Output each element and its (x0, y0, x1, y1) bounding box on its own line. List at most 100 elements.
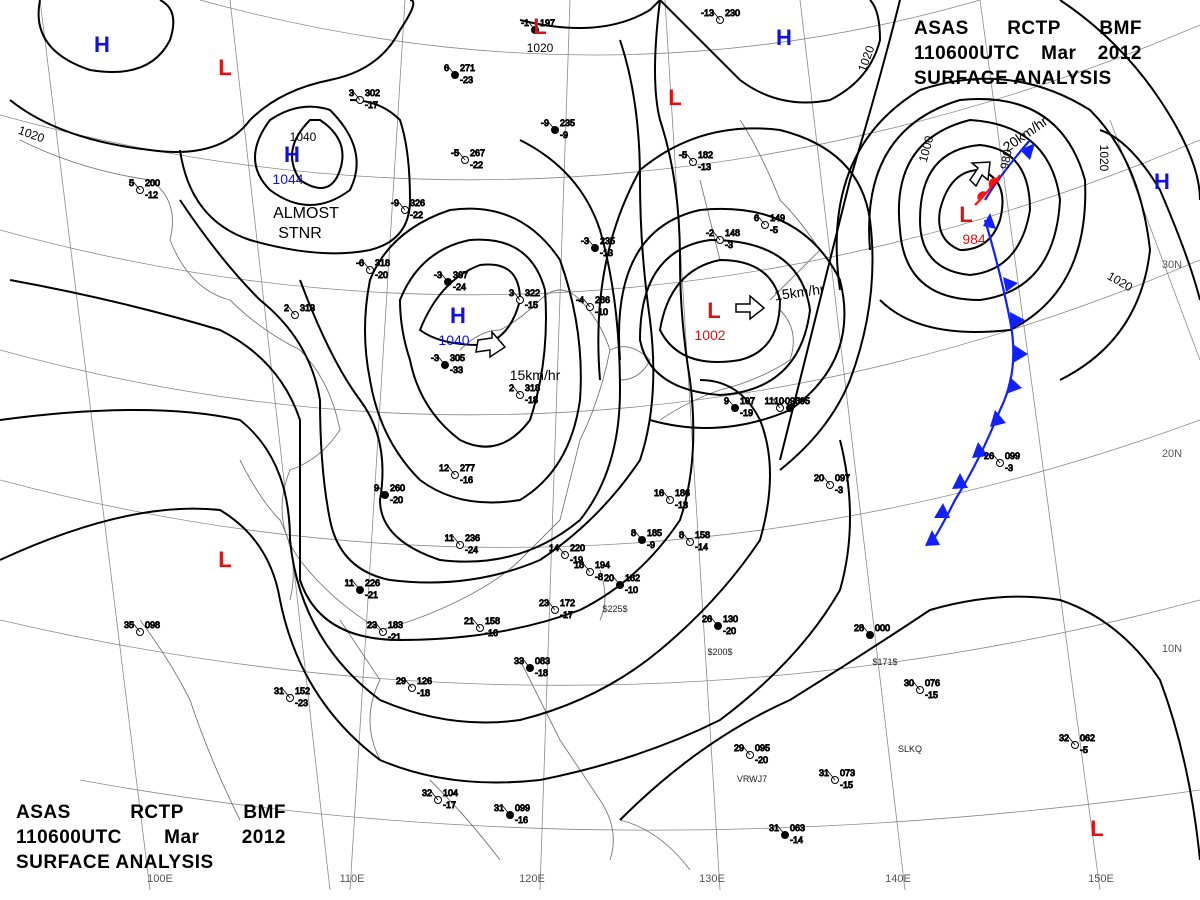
title-year: 2012 (1097, 43, 1142, 64)
warm-front-line-red (974, 174, 1001, 206)
station-pressure: 073 (840, 768, 855, 778)
warm-front-triangle (1020, 143, 1035, 160)
station-plot: 20 097 -3 (813, 473, 850, 496)
high-pressure-symbol: H (450, 303, 466, 328)
coastlines (19, 119, 821, 871)
coast-bohai (459, 289, 581, 351)
station-dewpoint: -18 (525, 395, 538, 405)
wind-barb (511, 289, 521, 301)
station-pressure: 186 (675, 488, 690, 498)
station-pressure: 158 (695, 530, 710, 540)
coast-sulawesi (619, 819, 691, 871)
wind-barb (681, 531, 691, 543)
station-pressure: 182 (698, 150, 713, 160)
station-temperature: -6 (356, 258, 364, 268)
isobar-label: 1040 (290, 130, 317, 144)
station-temperature: 23 (539, 598, 549, 608)
station-pressure: 063 (790, 823, 805, 833)
station-dewpoint: -3 (725, 240, 733, 250)
station-plot: 30 076 -15 (903, 678, 940, 701)
station-pressure: 000 (875, 623, 890, 633)
station-temperature: 5 (129, 178, 134, 188)
station-plot: 8 185 -9 (630, 528, 662, 551)
station-pressure: 326 (410, 198, 425, 208)
cold-front-triangle (972, 442, 988, 458)
station-pressure: 322 (525, 288, 540, 298)
meridian-105e (229, 0, 331, 891)
isobars (0, 0, 1200, 861)
wind-barb (684, 151, 694, 163)
isobar-low-ring-3 (897, 118, 1062, 302)
wind-barb (991, 452, 1001, 464)
station-dewpoint: -5 (770, 225, 778, 235)
title-station-code: RCTP (130, 802, 184, 823)
isobar-label: 980 (997, 148, 1014, 170)
meridian-140e (799, 0, 906, 891)
stationary-annotation: ALMOST (273, 205, 339, 222)
station-temperature: 33 (514, 656, 524, 666)
isobar-label: 1000 (916, 134, 937, 164)
isobar-1036-nw (254, 105, 358, 206)
wind-barb (451, 534, 461, 546)
station-pressure: 235 (560, 118, 575, 128)
cold-front-line (929, 219, 1015, 546)
station-dewpoint: -20 (390, 495, 403, 505)
longitude-label: 120E (519, 873, 545, 885)
high-pressure-symbol: H (284, 142, 300, 167)
wind-barb (376, 484, 386, 496)
station-plot: 3 302 -17 (348, 88, 380, 111)
isobar-1016 (0, 379, 771, 724)
wind-barb (556, 544, 566, 556)
title-month: Mar (164, 827, 200, 848)
station-dewpoint: -19 (570, 555, 583, 565)
station-dewpoint: -3 (1005, 463, 1013, 473)
station-temperature: 11 (345, 578, 354, 588)
station-plot: 31 073 -15 (818, 768, 855, 791)
station-plot: 31 152 -23 (273, 686, 310, 709)
station-temperature: 32 (422, 788, 432, 798)
station-temperature: -4 (576, 295, 584, 305)
station-temperature: 3 (349, 88, 354, 98)
station-temperature: -2 (706, 228, 714, 238)
center-pressure-value: 1044 (272, 171, 303, 187)
station-dewpoint: -16 (515, 815, 528, 825)
warm-front-line-blue (984, 139, 1031, 201)
station-dewpoint: -16 (460, 475, 473, 485)
station-pressure: 107 (740, 396, 755, 406)
station-plot: 2 313 (283, 303, 316, 319)
station-markers: 6 271-233 302-17-5 267-22-9 235-9-9 326-22-6 3… (123, 8, 1095, 846)
coast-interior (239, 459, 294, 601)
title-source-code: ASAS (16, 802, 71, 823)
station-dewpoint: -17 (365, 100, 378, 110)
station-plot: 26 130 -20 (701, 614, 738, 637)
isobar-label: 1020 (1097, 145, 1111, 172)
latitude-label: 10N (1162, 643, 1182, 655)
parallel-30n (0, 259, 1200, 416)
station-dewpoint: -13 (698, 162, 711, 172)
station-dewpoint: -22 (410, 210, 423, 220)
stationary-annotation: STNR (278, 225, 322, 242)
wind-barb (396, 199, 406, 211)
wind-barb (861, 624, 871, 636)
title-office-code: BMF (243, 802, 286, 823)
station-pressure: 097 (835, 473, 850, 483)
station-pressure: 126 (417, 676, 432, 686)
motion-arrow-low-ne (969, 161, 991, 188)
station-pressure: 095 (755, 743, 770, 753)
station-temperature: 31 (274, 686, 284, 696)
station-plot: 9 260 -20 (373, 483, 405, 506)
low-pressure-symbol: L (707, 298, 720, 323)
station-temperature: 31 (494, 803, 504, 813)
isobar-1012 (0, 439, 851, 784)
station-temperature: 6 (444, 63, 449, 73)
station-plot: -3 235 -13 (580, 236, 615, 259)
station-temperature: 28 (854, 623, 864, 633)
title-line-3: SURFACE ANALYSIS (16, 850, 286, 875)
station-plot: 29 095 -20 (733, 743, 770, 766)
station-dewpoint: -9 (560, 130, 568, 140)
title-month: Mar (1041, 43, 1077, 64)
station-pressure: 197 (540, 18, 555, 28)
title-year: 2012 (241, 827, 286, 848)
isobar-1008 (619, 595, 1200, 861)
